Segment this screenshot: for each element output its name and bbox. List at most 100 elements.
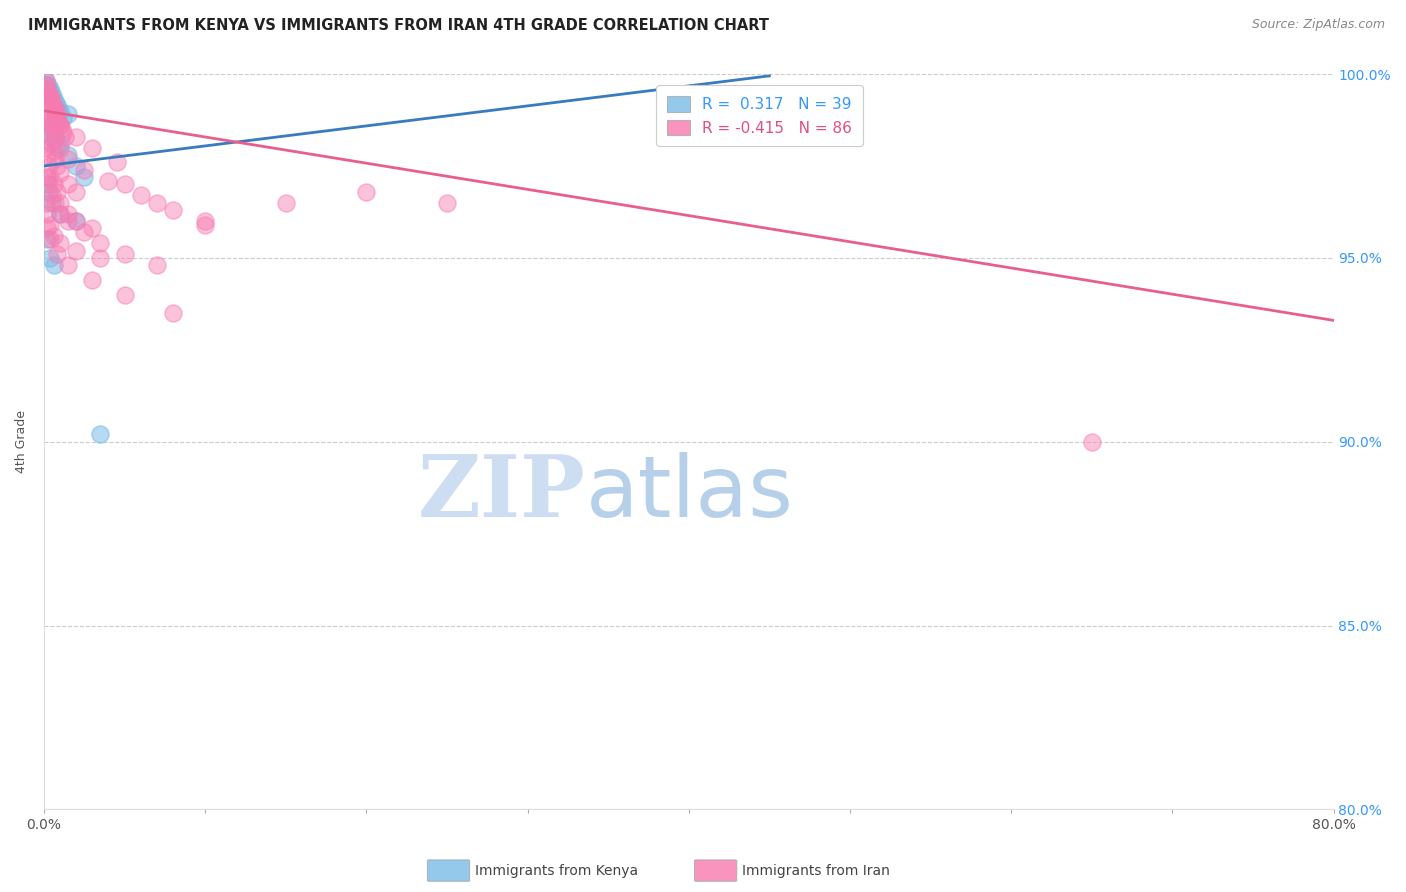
Point — [37, 232, 59, 246]
Point — [39, 86, 62, 100]
Point — [41, 119, 63, 133]
Point — [51, 122, 73, 136]
Point — [41, 136, 63, 151]
Point — [44, 93, 66, 107]
Point — [146, 258, 169, 272]
Point — [56, 207, 79, 221]
Point — [38, 159, 60, 173]
Point — [39, 129, 62, 144]
Point — [45, 103, 67, 118]
Point — [1080, 434, 1102, 449]
Point — [436, 195, 458, 210]
Point — [39, 169, 62, 184]
Point — [38, 81, 60, 95]
Point — [49, 119, 72, 133]
Point — [35, 78, 58, 92]
Text: Immigrants from Kenya: Immigrants from Kenya — [475, 863, 638, 878]
Point — [37, 115, 59, 129]
Point — [45, 185, 67, 199]
Point — [37, 81, 59, 95]
Point — [37, 81, 59, 95]
Point — [194, 218, 217, 232]
Point — [65, 129, 87, 144]
Point — [65, 244, 87, 258]
Point — [45, 247, 67, 261]
Point — [45, 96, 67, 111]
Point — [89, 251, 111, 265]
Text: Immigrants from Iran: Immigrants from Iran — [742, 863, 890, 878]
Point — [49, 195, 72, 210]
Text: Source: ZipAtlas.com: Source: ZipAtlas.com — [1251, 18, 1385, 31]
Point — [97, 174, 120, 188]
Point — [42, 133, 65, 147]
Point — [37, 169, 59, 184]
Point — [37, 148, 59, 162]
Point — [42, 178, 65, 192]
Point — [73, 169, 96, 184]
Point — [56, 258, 79, 272]
Point — [89, 236, 111, 251]
Point — [49, 140, 72, 154]
Point — [42, 258, 65, 272]
Point — [37, 207, 59, 221]
Point — [42, 96, 65, 111]
Point — [41, 122, 63, 136]
Point — [41, 93, 63, 107]
Point — [162, 202, 184, 217]
Point — [356, 185, 378, 199]
Point — [56, 152, 79, 166]
Point — [73, 162, 96, 177]
Point — [45, 140, 67, 154]
Point — [45, 103, 67, 118]
Point — [48, 107, 70, 121]
Point — [65, 185, 87, 199]
Text: IMMIGRANTS FROM KENYA VS IMMIGRANTS FROM IRAN 4TH GRADE CORRELATION CHART: IMMIGRANTS FROM KENYA VS IMMIGRANTS FROM… — [28, 18, 769, 33]
Legend: R =  0.317   N = 39, R = -0.415   N = 86: R = 0.317 N = 39, R = -0.415 N = 86 — [657, 86, 863, 146]
Point — [45, 111, 67, 125]
Point — [49, 103, 72, 118]
Point — [82, 273, 104, 287]
Point — [44, 195, 66, 210]
Y-axis label: 4th Grade: 4th Grade — [15, 410, 28, 473]
Point — [82, 140, 104, 154]
Point — [49, 119, 72, 133]
Point — [35, 78, 58, 92]
Point — [44, 107, 66, 121]
Text: atlas: atlas — [585, 451, 793, 534]
Point — [41, 93, 63, 107]
Point — [49, 207, 72, 221]
Point — [44, 100, 66, 114]
Point — [39, 126, 62, 140]
Point — [105, 155, 128, 169]
Point — [39, 89, 62, 103]
Point — [41, 195, 63, 210]
Point — [49, 166, 72, 180]
Point — [114, 247, 136, 261]
Point — [65, 159, 87, 173]
Point — [49, 236, 72, 251]
Point — [39, 251, 62, 265]
Point — [52, 111, 75, 125]
Point — [49, 207, 72, 221]
Point — [39, 89, 62, 103]
Point — [56, 214, 79, 228]
Point — [42, 103, 65, 118]
Point — [194, 214, 217, 228]
Point — [41, 107, 63, 121]
Point — [42, 89, 65, 103]
Point — [41, 188, 63, 202]
Point — [49, 136, 72, 151]
Point — [34, 74, 56, 88]
Point — [39, 96, 62, 111]
Point — [39, 218, 62, 232]
Point — [65, 214, 87, 228]
Point — [65, 214, 87, 228]
Point — [45, 159, 67, 173]
Point — [38, 185, 60, 199]
Point — [34, 140, 56, 154]
Point — [48, 115, 70, 129]
Point — [146, 195, 169, 210]
Point — [38, 86, 60, 100]
Point — [82, 221, 104, 235]
Point — [37, 78, 59, 92]
